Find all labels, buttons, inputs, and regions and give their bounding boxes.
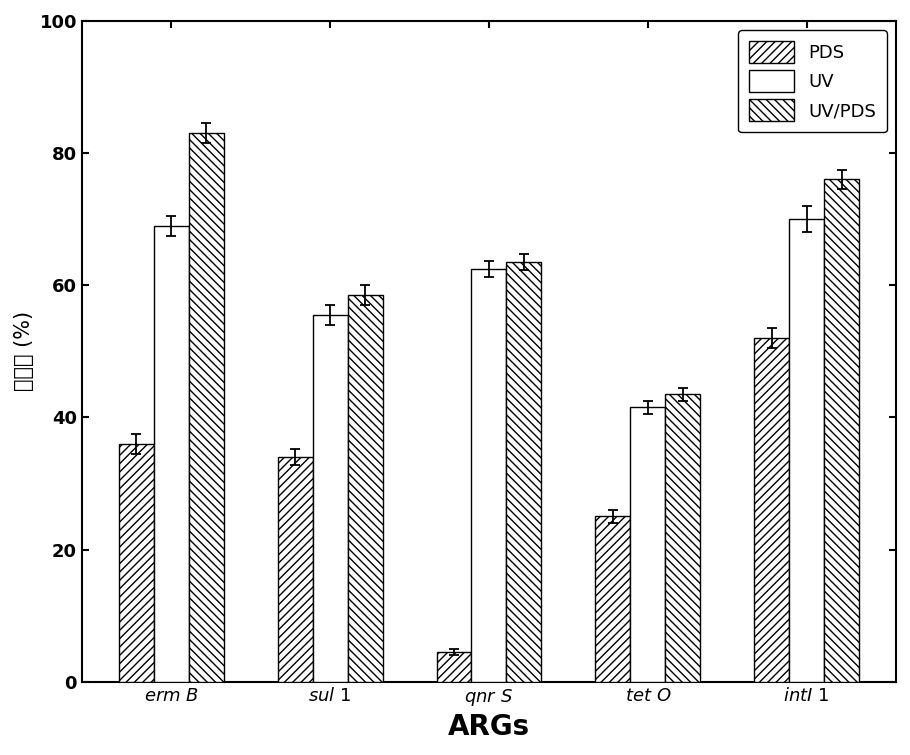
Bar [313, 315, 348, 682]
Bar [754, 338, 789, 682]
Bar [631, 408, 665, 682]
X-axis label: ARGs: ARGs [448, 713, 530, 741]
Bar [278, 457, 313, 682]
Bar [348, 295, 382, 682]
Legend: PDS, UV, UV/PDS: PDS, UV, UV/PDS [738, 30, 887, 132]
Bar [789, 219, 824, 682]
Bar [437, 652, 471, 682]
Bar [154, 226, 188, 682]
Bar [119, 444, 154, 682]
Bar [188, 133, 224, 682]
Bar [824, 180, 859, 682]
Bar [595, 516, 631, 682]
Bar [665, 394, 700, 682]
Bar [471, 269, 507, 682]
Bar [507, 262, 541, 682]
Y-axis label: 去除率 (%): 去除率 (%) [14, 311, 34, 391]
